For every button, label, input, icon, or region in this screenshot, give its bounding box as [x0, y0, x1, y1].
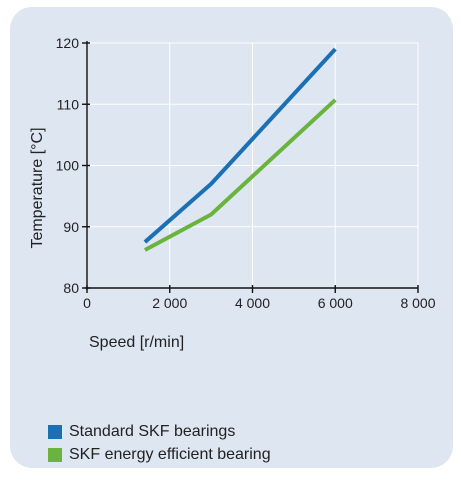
y-axis-ticks: 80 90 100 110 120: [56, 35, 90, 296]
x-tick-label: 4 000: [235, 295, 270, 311]
legend-item-standard: Standard SKF bearings: [48, 420, 271, 443]
y-tick-label: 110: [57, 96, 80, 112]
y-tick-label: 90: [63, 219, 79, 235]
x-tick-label: 2 000: [152, 295, 187, 311]
x-axis-title: Speed [r/min]: [89, 334, 184, 351]
chart-card: [10, 7, 453, 468]
y-tick-label: 120: [56, 35, 80, 51]
grid-lines: [87, 42, 419, 288]
legend-swatch-standard: [48, 424, 62, 439]
series-lines: [143, 47, 337, 252]
x-tick-label: 8 000: [400, 295, 435, 311]
series-line-1: [143, 98, 337, 252]
x-axis-ticks: 0 2 000 4 000 6 000 8 000: [83, 285, 436, 311]
x-tick-label: 0: [83, 295, 91, 311]
x-tick-label: 6 000: [318, 295, 353, 311]
y-tick-label: 80: [63, 280, 79, 296]
series-line-0: [143, 47, 337, 244]
legend-label-energy-efficient: SKF energy efficient bearing: [69, 445, 271, 463]
legend-item-energy-efficient: SKF energy efficient bearing: [48, 443, 271, 466]
legend-swatch-energy-efficient: [48, 447, 62, 462]
y-axis-title: Temperature [°C]: [29, 127, 46, 248]
y-tick-label: 100: [56, 158, 80, 174]
legend: Standard SKF bearings SKF energy efficie…: [48, 420, 271, 466]
legend-label-standard: Standard SKF bearings: [69, 422, 236, 440]
